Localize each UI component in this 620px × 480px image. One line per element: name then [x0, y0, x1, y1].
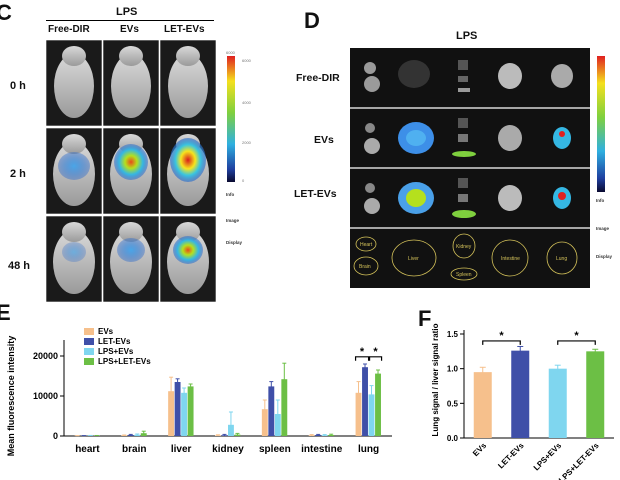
panel-d-row-0: Free-DIR [296, 72, 340, 84]
panel-c-info-1: Image [226, 218, 240, 223]
panel-c-info-0: Info [226, 192, 235, 197]
e-y-tick-label: 0 [53, 431, 58, 441]
organ-label-lung: Lung [556, 256, 567, 262]
panel-d-row-1: EVs [314, 134, 334, 146]
f-y-tick-label: 0.5 [447, 399, 459, 408]
f-y-tick-label: 1.5 [447, 330, 459, 339]
e-y-axis-label: Mean fluorescence intensity [6, 336, 16, 457]
e-x-tick-label: liver [171, 444, 192, 455]
f-bar [548, 368, 567, 438]
f-y-tick-label: 1.0 [447, 365, 459, 374]
panel-d-info-1: Image [596, 226, 610, 231]
organ-label-kidney: Kidney [456, 244, 472, 250]
e-legend-swatch [84, 358, 94, 365]
e-bar [168, 391, 175, 436]
panel-d-info-0: Info [596, 198, 605, 203]
f-bar [586, 351, 605, 438]
e-bar [368, 394, 375, 436]
e-bar [375, 373, 381, 436]
panel-d-row-2: LET-EVs [294, 188, 337, 200]
e-sig-bracket [368, 356, 383, 361]
organ-label-liver: Liver [408, 256, 419, 262]
organ-label-brain: Brain [359, 264, 371, 270]
f-y-axis-label: Lung signal / liver signal ratio [431, 323, 440, 436]
e-sig-star: * [373, 346, 378, 358]
panel-d: D LPS Free-DIR EVs LET-EVs [294, 0, 620, 300]
panel-d-header: LPS [456, 30, 478, 42]
e-sig-star: * [360, 346, 365, 358]
e-x-tick-label: kidney [212, 444, 244, 455]
panel-d-letter: D [304, 8, 320, 33]
e-x-tick-label: heart [75, 444, 100, 455]
e-y-tick-label: 10000 [33, 391, 58, 401]
e-bar [281, 379, 288, 436]
organ-label-spleen: Spleen [456, 272, 472, 278]
panel-c-scale-max: 6000 [226, 50, 235, 55]
panel-c-row-1: 2 h [10, 168, 26, 180]
e-bar [268, 386, 275, 436]
e-x-tick-label: spleen [259, 444, 291, 455]
e-legend-swatch [84, 348, 94, 355]
panel-c-header-line [46, 20, 214, 21]
panel-c-scale-tick-1: 4000 [242, 100, 251, 105]
panel-c-scale-tick-0: 6000 [242, 58, 251, 63]
panel-d-colorbar [597, 56, 605, 192]
panel-e-letter: E [0, 300, 11, 325]
f-sig-star: * [499, 330, 504, 342]
e-y-tick-label: 20000 [33, 351, 58, 361]
e-bar [174, 382, 181, 436]
f-x-tick-label: LPS+EVs [532, 441, 564, 473]
panel-c-letter: C [0, 0, 12, 25]
e-bar [355, 392, 362, 436]
organ-label-heart: Heart [360, 242, 373, 248]
e-x-tick-label: brain [122, 444, 146, 455]
e-legend-label: LET-EVs [98, 337, 131, 346]
f-x-tick-label: LET-EVs [496, 441, 526, 471]
panel-c-col-1: EVs [120, 24, 139, 35]
e-bar [261, 409, 268, 436]
panel-c: C LPS Free-DIR EVs LET-EVs 0 h 2 h 48 h [0, 0, 300, 310]
e-bar [181, 392, 188, 436]
panel-c-colorbar [227, 56, 235, 182]
e-x-tick-label: intestine [301, 444, 343, 455]
e-sig-bracket [354, 356, 370, 361]
panel-c-info-2: Display [226, 240, 243, 245]
f-sig-bracket [482, 340, 521, 345]
f-bar [473, 372, 492, 438]
panel-d-info-2: Display [596, 254, 613, 259]
e-legend-label: LPS+LET-EVs [98, 357, 151, 366]
f-y-tick-label: 0.0 [447, 434, 459, 443]
organ-label-intestine: Intestine [501, 256, 520, 262]
f-x-tick-label: LPS+LET-EVs [557, 441, 601, 480]
e-bar [362, 367, 368, 436]
e-x-tick-label: lung [358, 444, 379, 455]
panel-c-image-grid [46, 40, 217, 302]
panel-f-chart: 0.0 0.5 1.0 1.5 Lung signal / liver signal r… [431, 323, 614, 480]
panel-c-col-0: Free-DIR [48, 24, 90, 35]
f-sig-star: * [574, 330, 579, 342]
f-bar [511, 350, 530, 438]
f-x-tick-label: EVs [471, 441, 488, 458]
panel-e-chart: 0 10000 20000 Mean fluorescence intensity he… [6, 327, 392, 457]
panel-c-row-0: 0 h [10, 80, 26, 92]
panel-d-organ-grid: Heart Brain Liver Kidney Spleen Intestin… [350, 48, 590, 288]
e-legend-label: EVs [98, 327, 114, 336]
panel-c-scale-tick-3: 0 [242, 178, 245, 183]
e-legend-swatch [84, 328, 94, 335]
panel-c-scale-tick-2: 2000 [242, 140, 251, 145]
panel-c-header: LPS [116, 6, 138, 18]
panel-c-row-2: 48 h [8, 260, 31, 272]
e-legend-swatch [84, 338, 94, 345]
panel-f-letter: F [418, 306, 432, 331]
e-legend-label: LPS+EVs [98, 347, 134, 356]
f-sig-bracket [557, 340, 596, 345]
e-bar [187, 386, 194, 436]
panel-c-col-2: LET-EVs [164, 24, 205, 35]
